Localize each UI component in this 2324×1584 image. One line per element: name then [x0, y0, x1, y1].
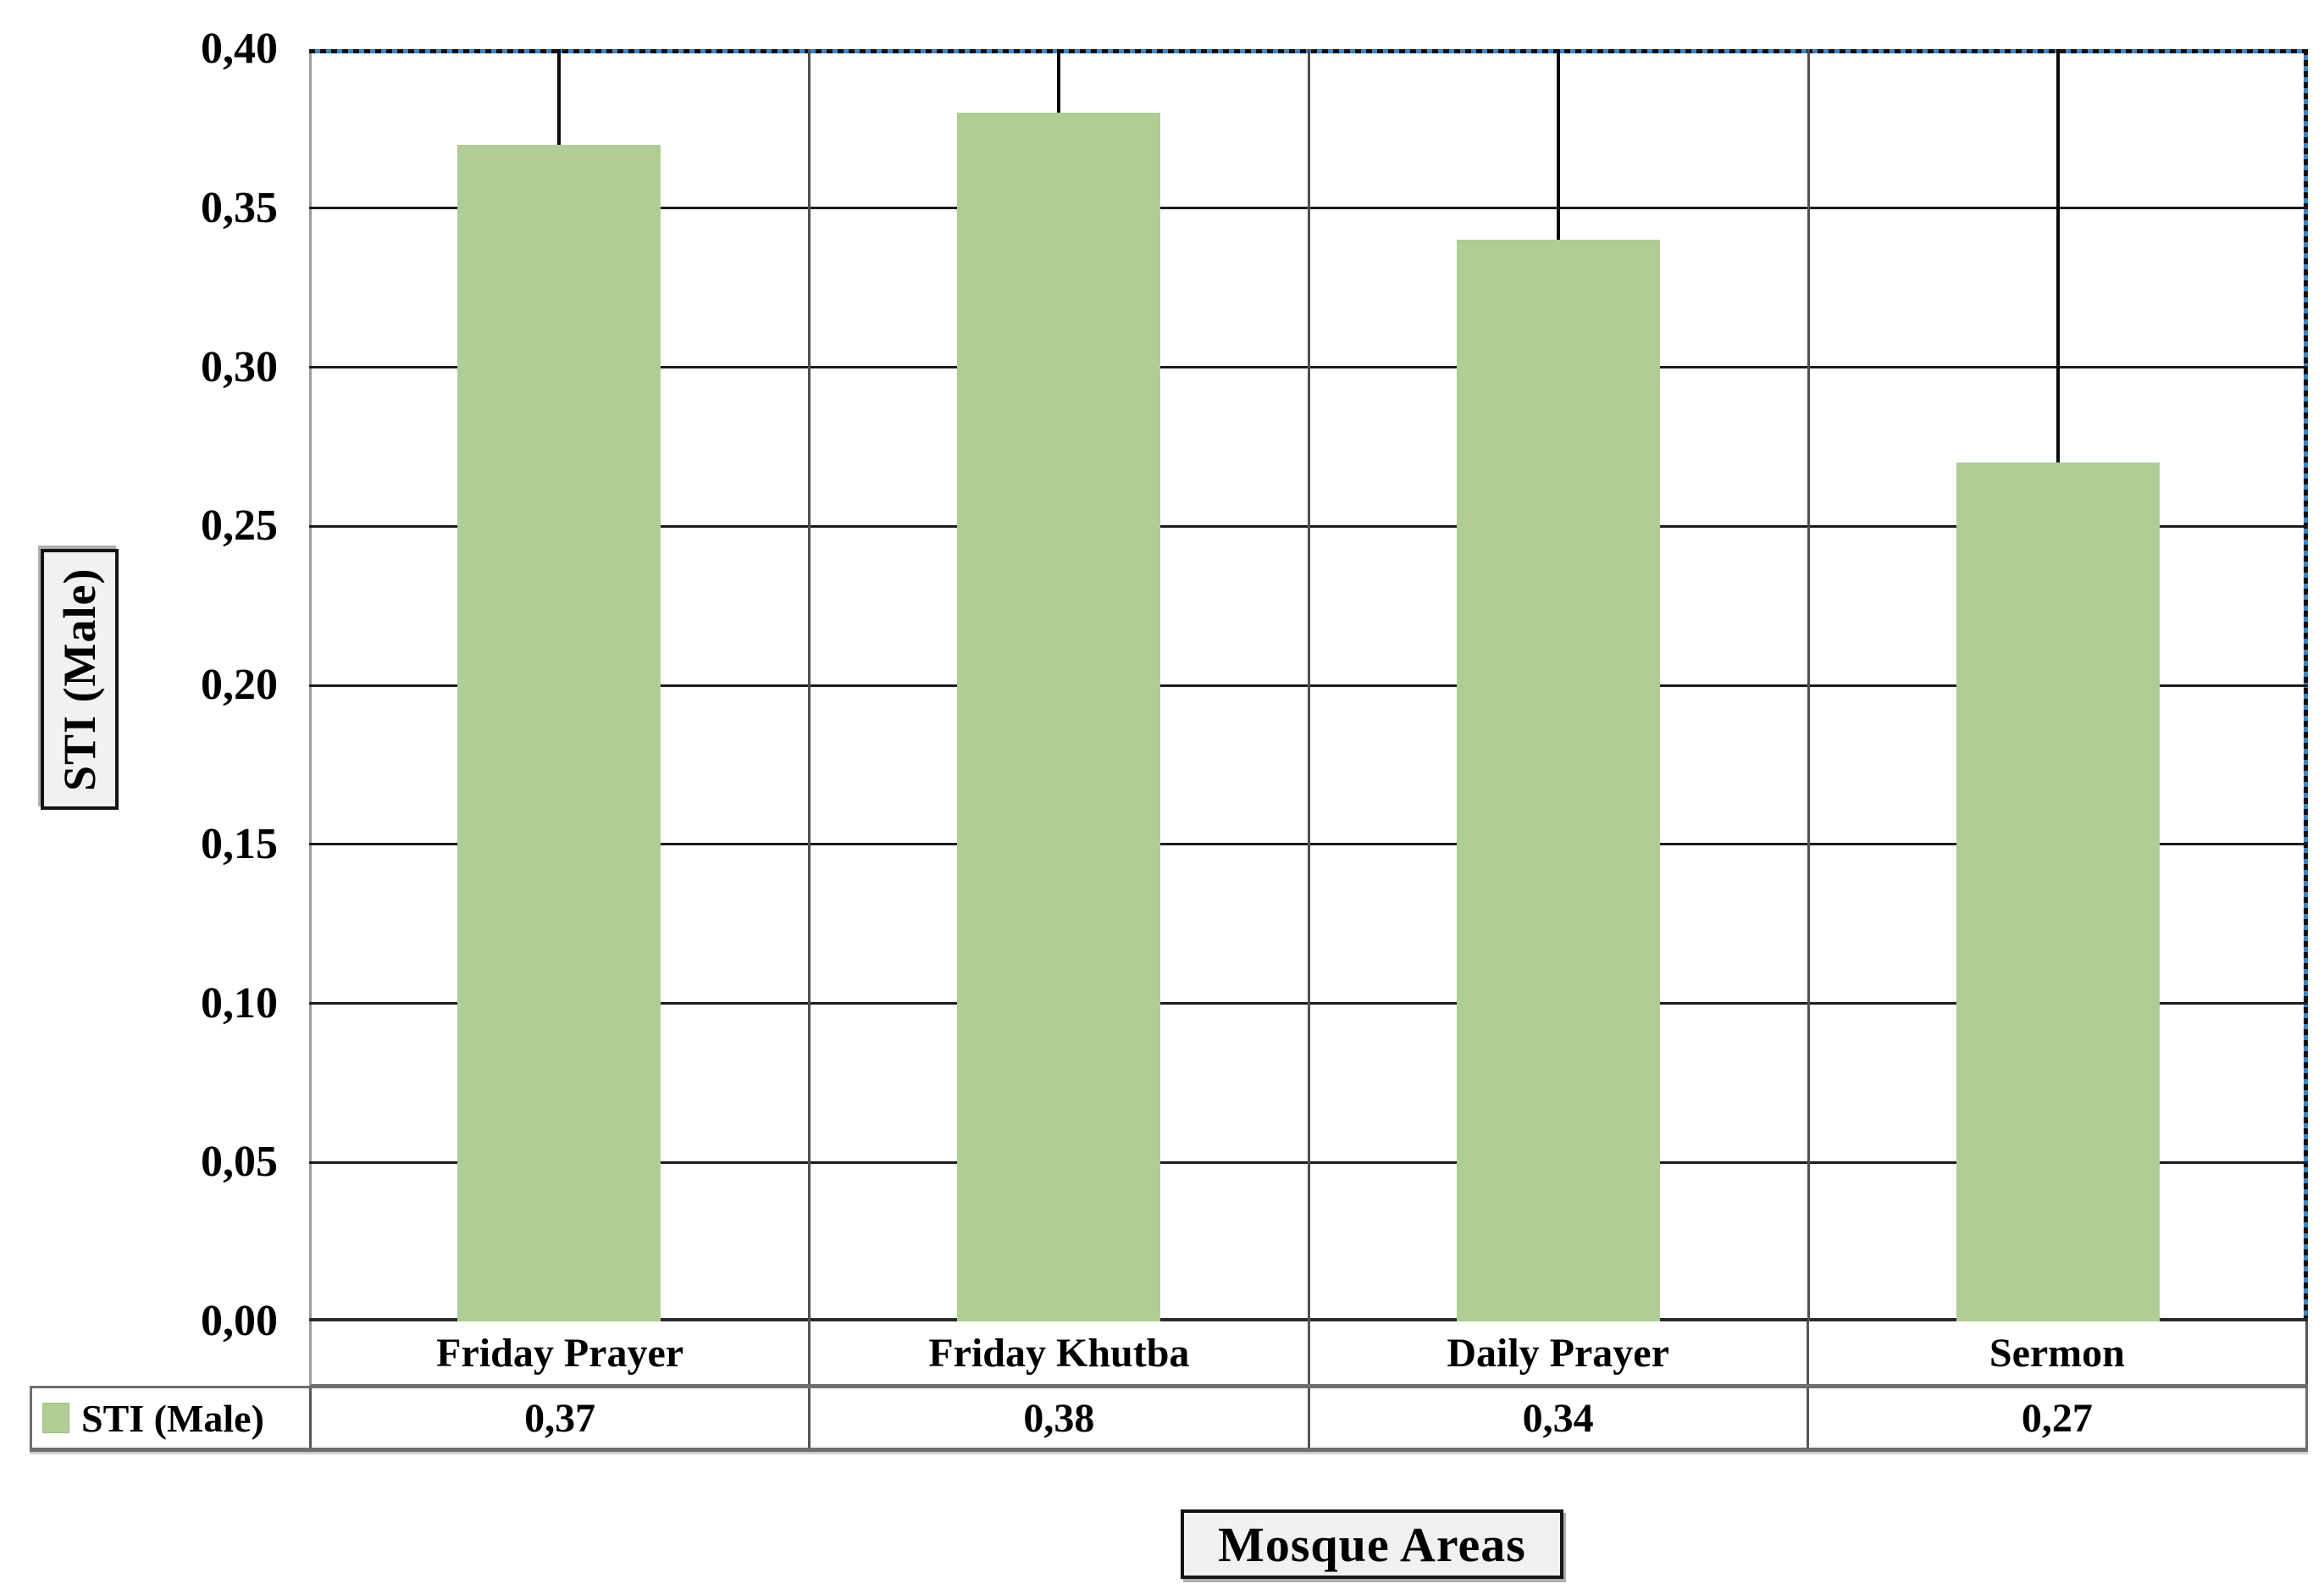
category-label: Friday Prayer — [312, 1321, 811, 1384]
category-separator-line — [1807, 49, 1810, 1321]
plot-area — [309, 49, 2308, 1321]
y-tick-label: 0,10 — [201, 978, 278, 1027]
category-label-row: Friday Prayer Friday Khutba Daily Prayer Se… — [309, 1321, 2308, 1386]
table-value-cell: 0,27 — [2021, 1395, 2093, 1441]
table-value-cell: 0,37 — [312, 1388, 811, 1448]
category-label: Friday Khutba — [811, 1321, 1310, 1384]
y-axis-tick-labels: 0,00 0,05 0,10 0,15 0,20 0,25 0,30 0,35 0,40 — [0, 0, 288, 1584]
data-table-row: STI (Male) 0,37 0,38 0,34 0,27 — [30, 1386, 2308, 1452]
y-tick-label: 0,30 — [201, 342, 278, 391]
table-value-cell: 0,38 — [811, 1388, 1310, 1448]
error-bar — [1557, 49, 1560, 241]
error-bar — [557, 49, 561, 145]
y-tick-label: 0,00 — [201, 1297, 278, 1345]
legend-cell: STI (Male) — [32, 1388, 312, 1448]
category-separator-line — [1307, 49, 1310, 1321]
y-tick-label: 0,25 — [201, 501, 278, 551]
y-tick-label: 0,20 — [201, 661, 278, 709]
legend-color-swatch — [42, 1403, 69, 1433]
y-tick-label: 0,15 — [201, 819, 278, 868]
y-tick-label: 0,05 — [201, 1138, 278, 1187]
error-bar — [2056, 49, 2060, 463]
bar-sermon — [1956, 462, 2160, 1321]
bar-daily-prayer — [1457, 240, 1660, 1321]
bar-friday-khutba — [957, 113, 1160, 1321]
bar-friday-prayer — [457, 144, 661, 1321]
category-label: Sermon — [1809, 1321, 2308, 1384]
x-axis-title: Mosque Areas — [1181, 1509, 1563, 1579]
y-tick-label: 0,35 — [201, 183, 278, 232]
category-separator-line — [807, 49, 811, 1321]
y-tick-label: 0,40 — [201, 25, 278, 73]
category-label: Daily Prayer — [1310, 1321, 1809, 1384]
legend-series-label: STI (Male) — [81, 1396, 264, 1440]
table-value-cell: 0,34 — [1310, 1388, 1809, 1448]
error-bar — [1057, 49, 1060, 114]
